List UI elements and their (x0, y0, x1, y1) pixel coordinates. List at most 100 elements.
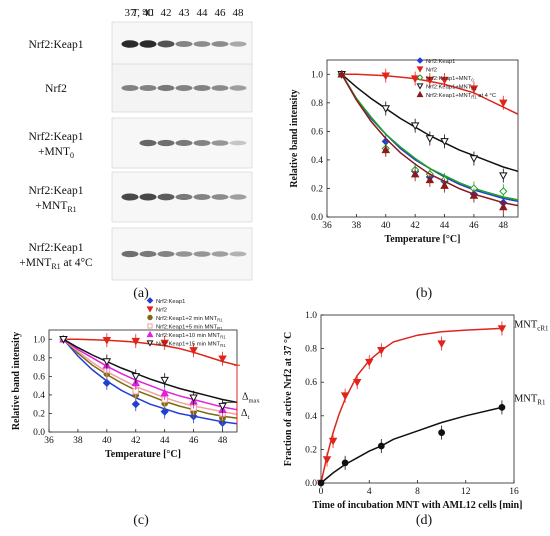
legend-label: Nrf2:Keap1+2 min MNTR1 (156, 316, 223, 323)
blot-band (193, 194, 211, 200)
legend-label: Nrf2:Keap1 (426, 59, 455, 65)
legend-entry: Nrf2:Keap1+MNTR1 (416, 83, 477, 92)
blot-band (175, 41, 193, 47)
blot-temp-46: 46 (215, 7, 227, 19)
x-tick-label: 44 (440, 221, 450, 231)
caption-a: (a) (133, 286, 149, 301)
y-tick-label: 0.4 (305, 412, 317, 422)
data-point (416, 57, 424, 64)
caption-b: (b) (416, 286, 433, 301)
data-point (160, 376, 169, 385)
data-point (377, 442, 385, 450)
y-tick-label: 1.0 (305, 311, 317, 321)
data-point (147, 323, 153, 329)
data-point (340, 392, 350, 401)
data-point (416, 74, 424, 81)
y-tick-label: 0.8 (305, 345, 317, 355)
blot-band (175, 193, 193, 201)
x-tick-label: 42 (410, 221, 420, 231)
blot-band (211, 194, 229, 200)
blot-row-label: Nrf2:Keap1 (29, 185, 84, 197)
x-tick-label: 0 (319, 487, 324, 497)
data-point (102, 378, 111, 387)
blot-temp-40: 40 (143, 7, 155, 19)
plot-frame (320, 314, 515, 484)
x-axis-label: Time of incubation MNT with AML12 cells … (313, 500, 523, 511)
blot-band (175, 139, 193, 147)
data-point (131, 337, 141, 346)
data-point (381, 72, 391, 81)
legend-entry: Nrf2:Keap1+5 min MNTR1 (147, 323, 223, 332)
data-point (146, 330, 154, 338)
panel-a-blot: T, °C 37 40 42 43 44 46 48 Nrf2:Keap1 Nrf2 Nrf2:K… (19, 7, 253, 301)
data-point (352, 378, 362, 387)
legend-label: Nrf2:Keap1+MNTR1 (426, 85, 477, 92)
x-tick-label: 38 (73, 436, 83, 446)
delta-t-label: Δt (241, 408, 249, 421)
legend: Nrf2:Keap1 Nrf2 Nrf2:Keap1+MNT0 Nrf2:Keap1+… (416, 57, 496, 100)
data-point (365, 358, 374, 367)
legend-label: Nrf2:Keap1+15 min MNTR1 (156, 342, 226, 349)
data-point (499, 187, 508, 196)
blot-band (157, 139, 175, 147)
series-6 (59, 336, 238, 414)
delta-max-label: Δmax (242, 392, 260, 405)
legend-label: Nrf2 (426, 68, 437, 74)
y-tick-label: 0.0 (311, 213, 323, 223)
panel-b-chart: 36 38 40 42 44 46 48 0.0 0.2 0.4 0.6 0.8 1.0 Temperat… (289, 57, 519, 245)
blot-band (121, 85, 139, 91)
data-point (498, 404, 506, 411)
blot-temp-48: 48 (233, 7, 245, 19)
panel-c-chart: 36 38 40 42 44 46 48 0.0 0.2 0.4 0.6 0.8 1.0 Temperat… (11, 297, 260, 460)
y-tick-label: 1.0 (311, 70, 323, 80)
data-point (425, 175, 435, 184)
legend-entry: Nrf2:Keap1+2 min MNTR1 (147, 314, 223, 323)
blot-band (139, 139, 157, 147)
data-point (381, 105, 391, 113)
x-tick-label: 48 (499, 221, 509, 231)
blot-row-3: Nrf2:Keap1 +MNT0 (29, 117, 253, 169)
y-axis-label: Relative band intensity (11, 332, 22, 430)
fit-curve (63, 338, 238, 416)
series-4 (337, 71, 519, 183)
legend-label: Nrf2:Keap1+5 min MNTR1 (156, 325, 223, 332)
fit-curve (320, 327, 502, 484)
data-point (425, 76, 435, 85)
legend-label: Nrf2 (156, 308, 167, 314)
blot-band (193, 251, 211, 257)
blot-band (175, 251, 193, 257)
legend-label: Nrf2:Keap1+MNTR1 at 4 °C (426, 93, 496, 100)
x-tick-label: 46 (469, 221, 479, 231)
blot-band (193, 41, 211, 47)
y-tick-label: 0.0 (33, 428, 45, 438)
blot-band (157, 84, 175, 92)
data-point (377, 347, 386, 355)
data-point (425, 135, 435, 143)
blot-band (211, 41, 229, 47)
series-1 (316, 321, 507, 488)
blot-band (157, 251, 175, 257)
series-5 (337, 69, 519, 215)
series-end-label: MNTR1 (514, 393, 546, 406)
series-end-label: MNTcR1 (514, 319, 549, 332)
x-tick-label: 12 (461, 487, 471, 497)
legend-label: Nrf2:Keap1 (156, 299, 185, 305)
x-tick-label: 36 (44, 436, 54, 446)
panel-d-chart: 0 4 8 12 16 0.0 0.2 0.4 0.6 0.8 1.0 Time of incubat… (283, 311, 549, 511)
x-tick-label: 48 (218, 436, 228, 446)
legend-label: Nrf2:Keap1+MNT0 (426, 76, 474, 83)
data-point (131, 373, 141, 381)
fit-curve (62, 338, 238, 425)
x-tick-label: 8 (415, 487, 420, 497)
data-point (440, 181, 449, 189)
x-tick-label: 36 (322, 221, 332, 231)
y-tick-label: 1.0 (33, 335, 45, 345)
data-point (469, 85, 479, 93)
data-point (160, 407, 169, 416)
data-point (440, 138, 449, 146)
data-point (146, 306, 154, 313)
blot-band (193, 85, 211, 91)
series-3 (60, 335, 238, 426)
data-point (416, 83, 424, 90)
data-point (147, 314, 153, 321)
